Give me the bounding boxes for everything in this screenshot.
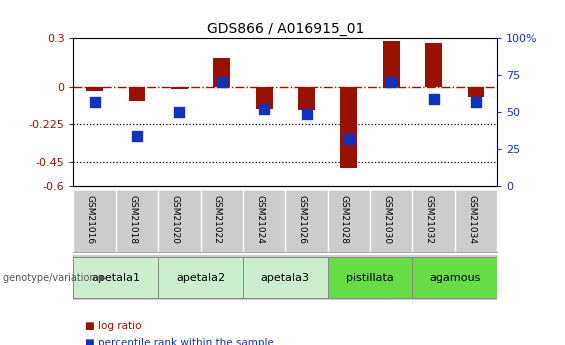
Point bbox=[217, 80, 226, 85]
Bar bbox=[128, 87, 145, 101]
Bar bbox=[383, 41, 399, 87]
Bar bbox=[285, 190, 328, 252]
Text: GSM21026: GSM21026 bbox=[298, 195, 306, 244]
Text: apetala1: apetala1 bbox=[92, 273, 140, 283]
Bar bbox=[328, 257, 412, 298]
Bar bbox=[116, 190, 158, 252]
Bar bbox=[370, 190, 412, 252]
Bar bbox=[243, 190, 285, 252]
Text: GSM21034: GSM21034 bbox=[467, 195, 476, 244]
Point bbox=[175, 109, 184, 115]
Point bbox=[344, 136, 354, 141]
Text: GSM21032: GSM21032 bbox=[425, 195, 434, 244]
Point bbox=[90, 99, 99, 105]
Text: pistillata: pistillata bbox=[346, 273, 394, 283]
Bar bbox=[243, 257, 328, 298]
Text: GSM21030: GSM21030 bbox=[383, 195, 391, 244]
Text: GSM21016: GSM21016 bbox=[86, 195, 95, 244]
Text: ■ log ratio: ■ log ratio bbox=[85, 321, 141, 331]
Bar bbox=[214, 58, 231, 87]
Bar bbox=[158, 257, 243, 298]
Point bbox=[259, 106, 269, 112]
Bar bbox=[298, 87, 315, 110]
Text: apetala3: apetala3 bbox=[261, 273, 310, 283]
Text: GSM21028: GSM21028 bbox=[340, 195, 349, 244]
Bar bbox=[86, 87, 103, 91]
Bar bbox=[340, 87, 358, 168]
Point bbox=[429, 96, 438, 101]
Bar bbox=[412, 257, 497, 298]
Bar bbox=[255, 87, 273, 109]
Text: GSM21022: GSM21022 bbox=[213, 195, 221, 244]
Text: agamous: agamous bbox=[429, 273, 480, 283]
Bar bbox=[158, 190, 201, 252]
Bar bbox=[73, 190, 116, 252]
Text: apetala2: apetala2 bbox=[176, 273, 225, 283]
Point bbox=[386, 80, 396, 85]
Text: GSM21024: GSM21024 bbox=[255, 195, 264, 244]
Point bbox=[471, 99, 480, 105]
Text: ■ percentile rank within the sample: ■ percentile rank within the sample bbox=[85, 338, 273, 345]
Bar bbox=[171, 87, 188, 89]
Text: GSM21018: GSM21018 bbox=[128, 195, 137, 244]
Bar bbox=[455, 190, 497, 252]
Text: genotype/variation ▶: genotype/variation ▶ bbox=[3, 273, 106, 283]
Bar bbox=[468, 87, 485, 97]
Bar bbox=[328, 190, 370, 252]
Title: GDS866 / A016915_01: GDS866 / A016915_01 bbox=[207, 21, 364, 36]
Bar bbox=[201, 190, 243, 252]
Text: GSM21020: GSM21020 bbox=[171, 195, 179, 244]
Bar bbox=[425, 43, 442, 87]
Point bbox=[132, 133, 141, 139]
Bar bbox=[412, 190, 455, 252]
Point bbox=[302, 111, 311, 116]
Bar bbox=[73, 257, 158, 298]
